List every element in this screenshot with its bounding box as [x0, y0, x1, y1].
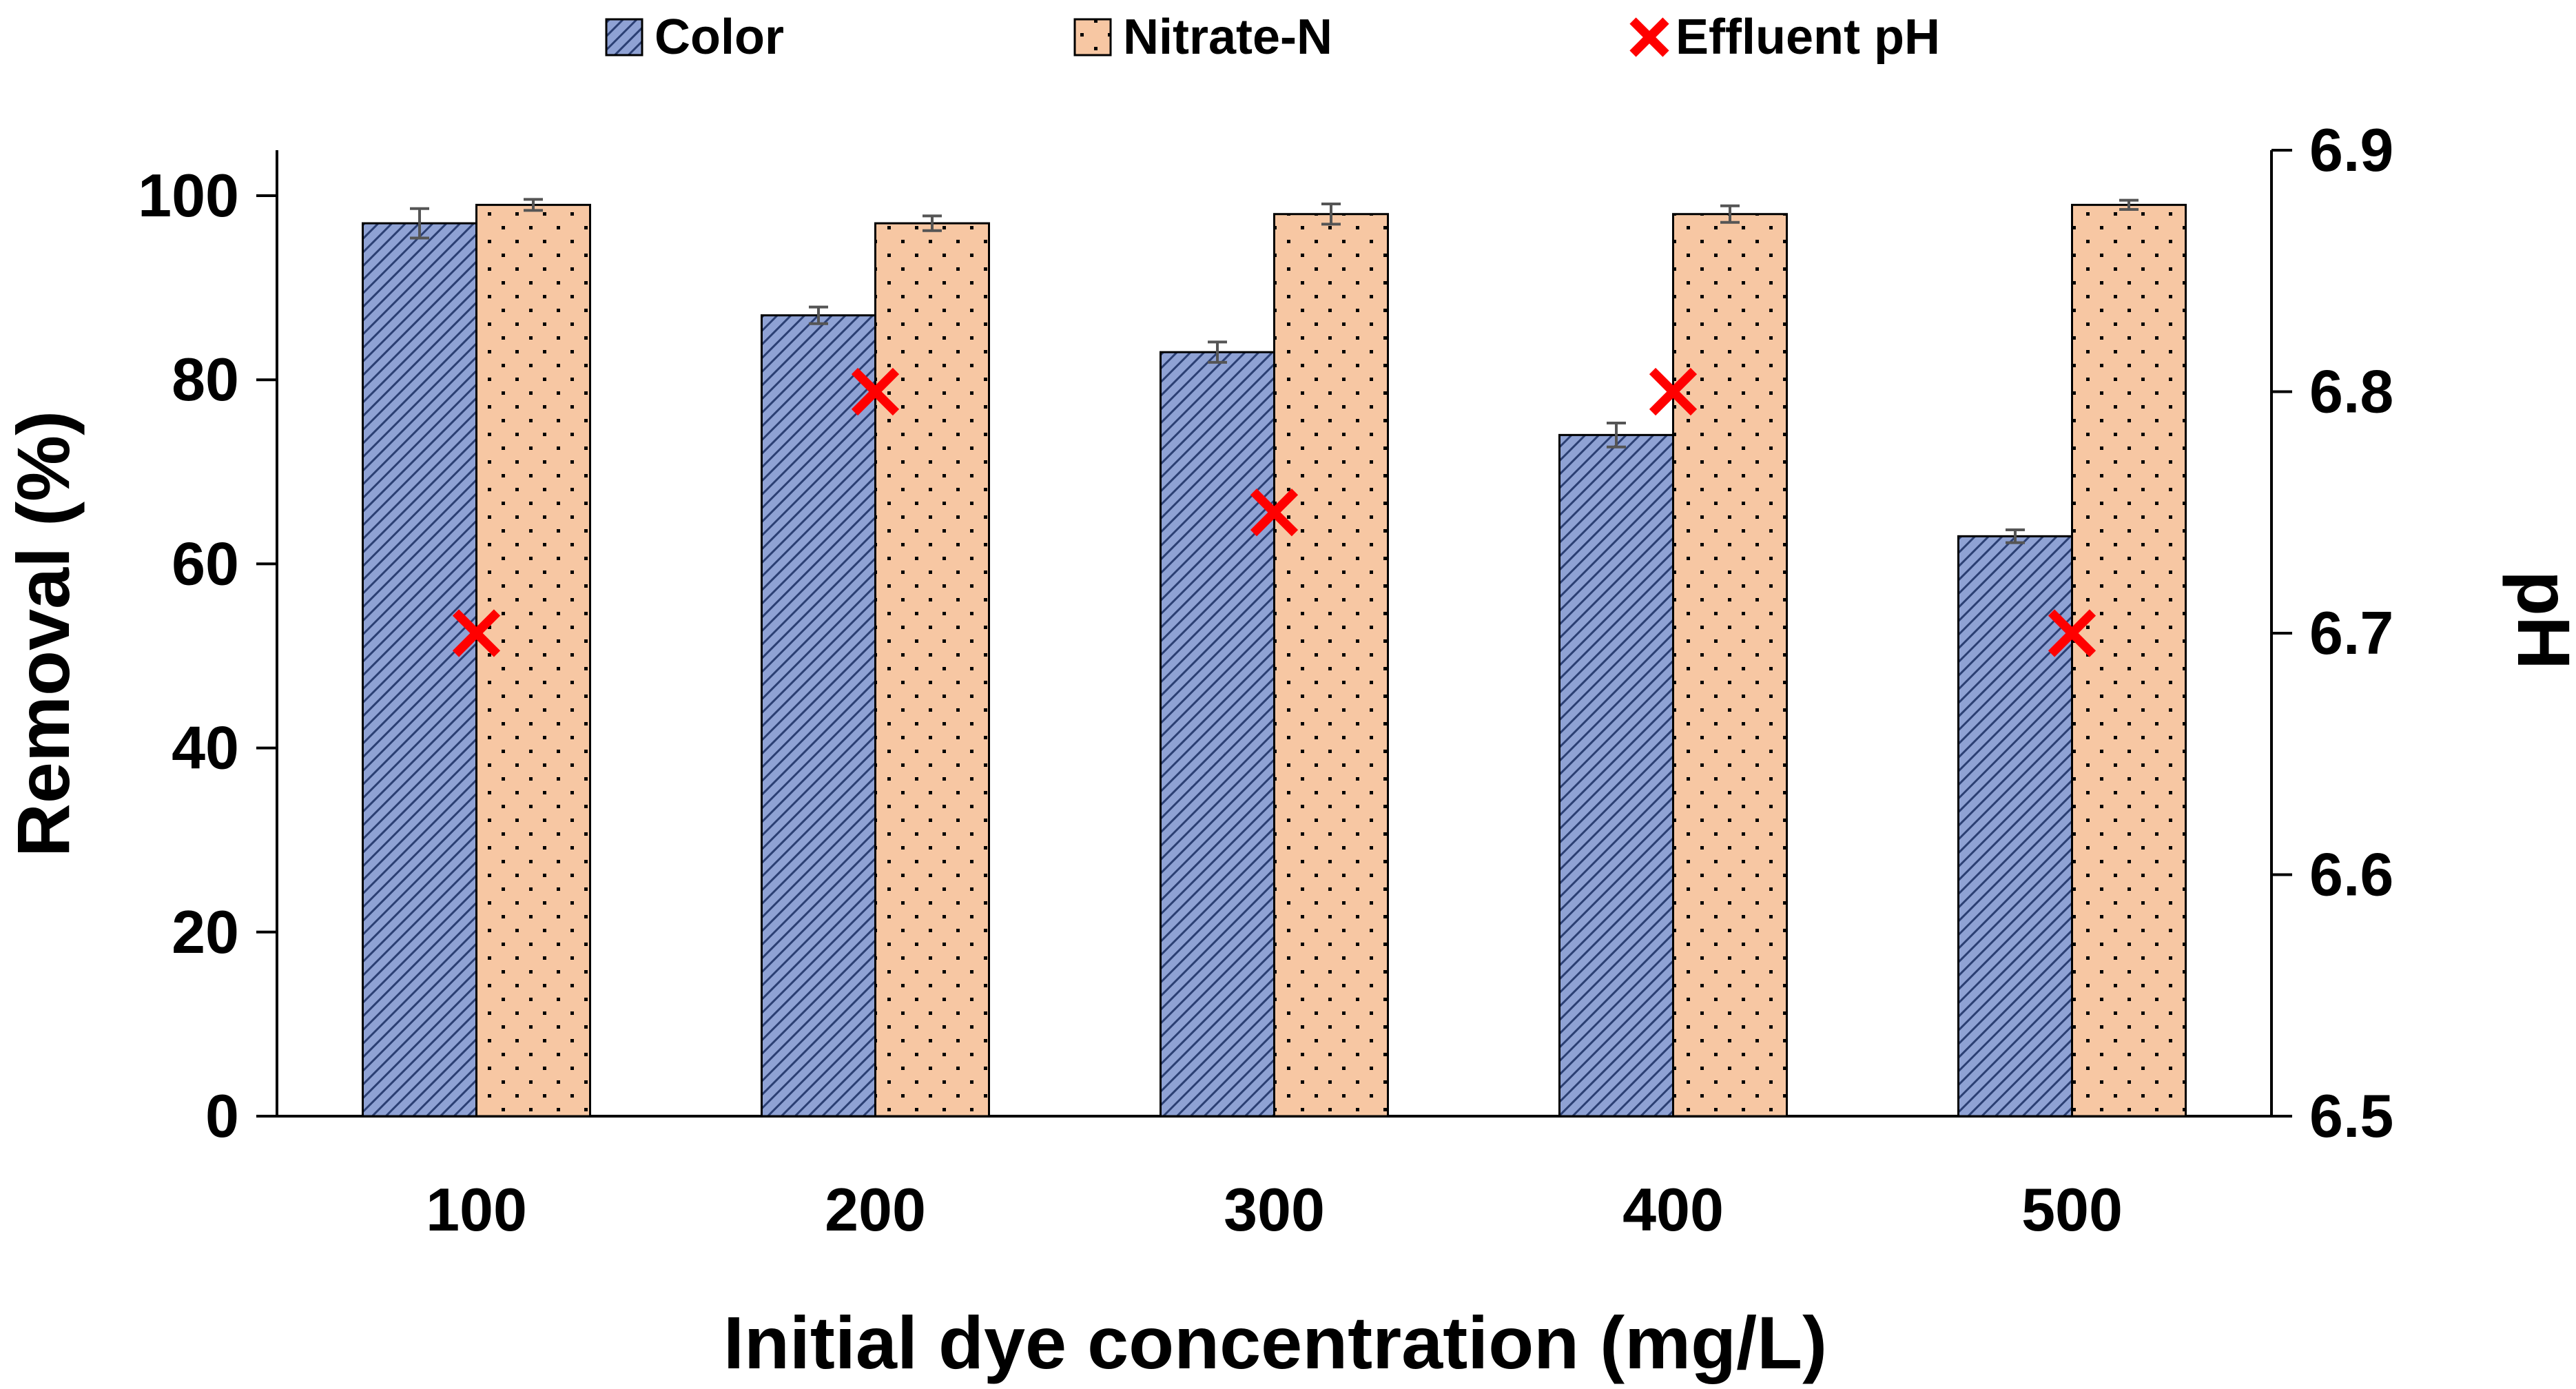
y2-axis-title: pH: [2502, 570, 2576, 670]
y-axis-right-ticks: 6.5 6.6 6.7 6.8 6.9: [2271, 116, 2393, 1150]
x-tick-label: 200: [825, 1175, 926, 1244]
y-tick-label: 60: [172, 529, 239, 597]
ph-marker: [1250, 488, 1299, 537]
bar-nitrate: [2071, 203, 2187, 1118]
y-axis-left-ticks: 0 20 40 60 80 100: [138, 161, 277, 1150]
error-bar-nitrate: [2119, 198, 2139, 212]
ph-marker-stroke-b: [851, 367, 900, 416]
x-tick-label: 500: [2021, 1175, 2123, 1244]
ph-marker-stroke-b: [2048, 609, 2096, 657]
ph-marker: [2048, 609, 2096, 657]
y2-tick-label: 6.7: [2309, 599, 2393, 667]
y2-tick-label: 6.8: [2309, 358, 2393, 426]
y-tick-label: 20: [172, 898, 239, 966]
y-axis-title: Removal (%): [1, 411, 85, 857]
ph-marker: [452, 609, 501, 657]
x-tick-label: 100: [426, 1175, 527, 1244]
y-tick-label: 100: [138, 161, 239, 229]
bar-nitrate: [1672, 213, 1788, 1118]
bar-nitrate: [1273, 213, 1389, 1118]
bar-color: [1957, 535, 2073, 1118]
y-tick-label: 80: [172, 345, 239, 413]
y-tick-label: 0: [205, 1082, 239, 1150]
legend-item-nitrate[interactable]: Nitrate-N: [1073, 10, 1332, 65]
x-axis-title: Initial dye concentration (mg/L): [723, 1301, 1827, 1384]
error-bar-color: [1208, 340, 1227, 364]
y2-tick-label: 6.5: [2309, 1082, 2393, 1150]
bar-nitrate: [475, 203, 591, 1118]
error-bars: [410, 198, 2139, 544]
legend-label-ph: Effluent pH: [1676, 10, 1940, 65]
bar-nitrate: [874, 222, 990, 1118]
bar-color: [362, 222, 477, 1118]
legend-swatch-color: [605, 18, 643, 56]
y2-tick-label: 6.9: [2309, 116, 2393, 184]
y-tick-label: 40: [172, 714, 239, 782]
error-bar-color: [2006, 528, 2025, 544]
error-bar-nitrate: [1321, 203, 1341, 226]
error-bar-color: [410, 207, 429, 240]
ph-marker: [1649, 367, 1698, 416]
ph-markers: [452, 367, 2096, 657]
legend-item-color[interactable]: Color: [605, 10, 784, 65]
legend-label-nitrate: Nitrate-N: [1123, 10, 1332, 65]
x-tick-label: 400: [1622, 1175, 1724, 1244]
ph-marker-stroke-b: [1649, 367, 1698, 416]
bars: [362, 203, 2187, 1118]
error-bar-nitrate: [524, 198, 543, 212]
bar-color: [1160, 351, 1275, 1118]
error-bar-color: [809, 305, 828, 325]
x-axis-ticks: 100 200 300 400 500: [426, 1175, 2123, 1244]
bar-color: [1558, 433, 1674, 1118]
y2-tick-label: 6.6: [2309, 841, 2393, 909]
error-bar-nitrate: [1720, 204, 1740, 224]
error-bar-color: [1607, 421, 1626, 449]
x-tick-label: 300: [1224, 1175, 1325, 1244]
ph-marker-stroke-b: [452, 609, 501, 657]
ph-marker: [851, 367, 900, 416]
legend-label-color: Color: [655, 10, 784, 65]
legend: Color Nitrate-N Effluent pH: [605, 10, 1940, 65]
error-bar-nitrate: [923, 214, 942, 232]
legend-swatch-nitrate: [1073, 18, 1112, 56]
legend-item-ph[interactable]: Effluent pH: [1629, 10, 1940, 65]
legend-marker-ph: [1629, 17, 1669, 57]
ph-marker-stroke-b: [1250, 488, 1299, 537]
bar-color: [761, 314, 876, 1118]
